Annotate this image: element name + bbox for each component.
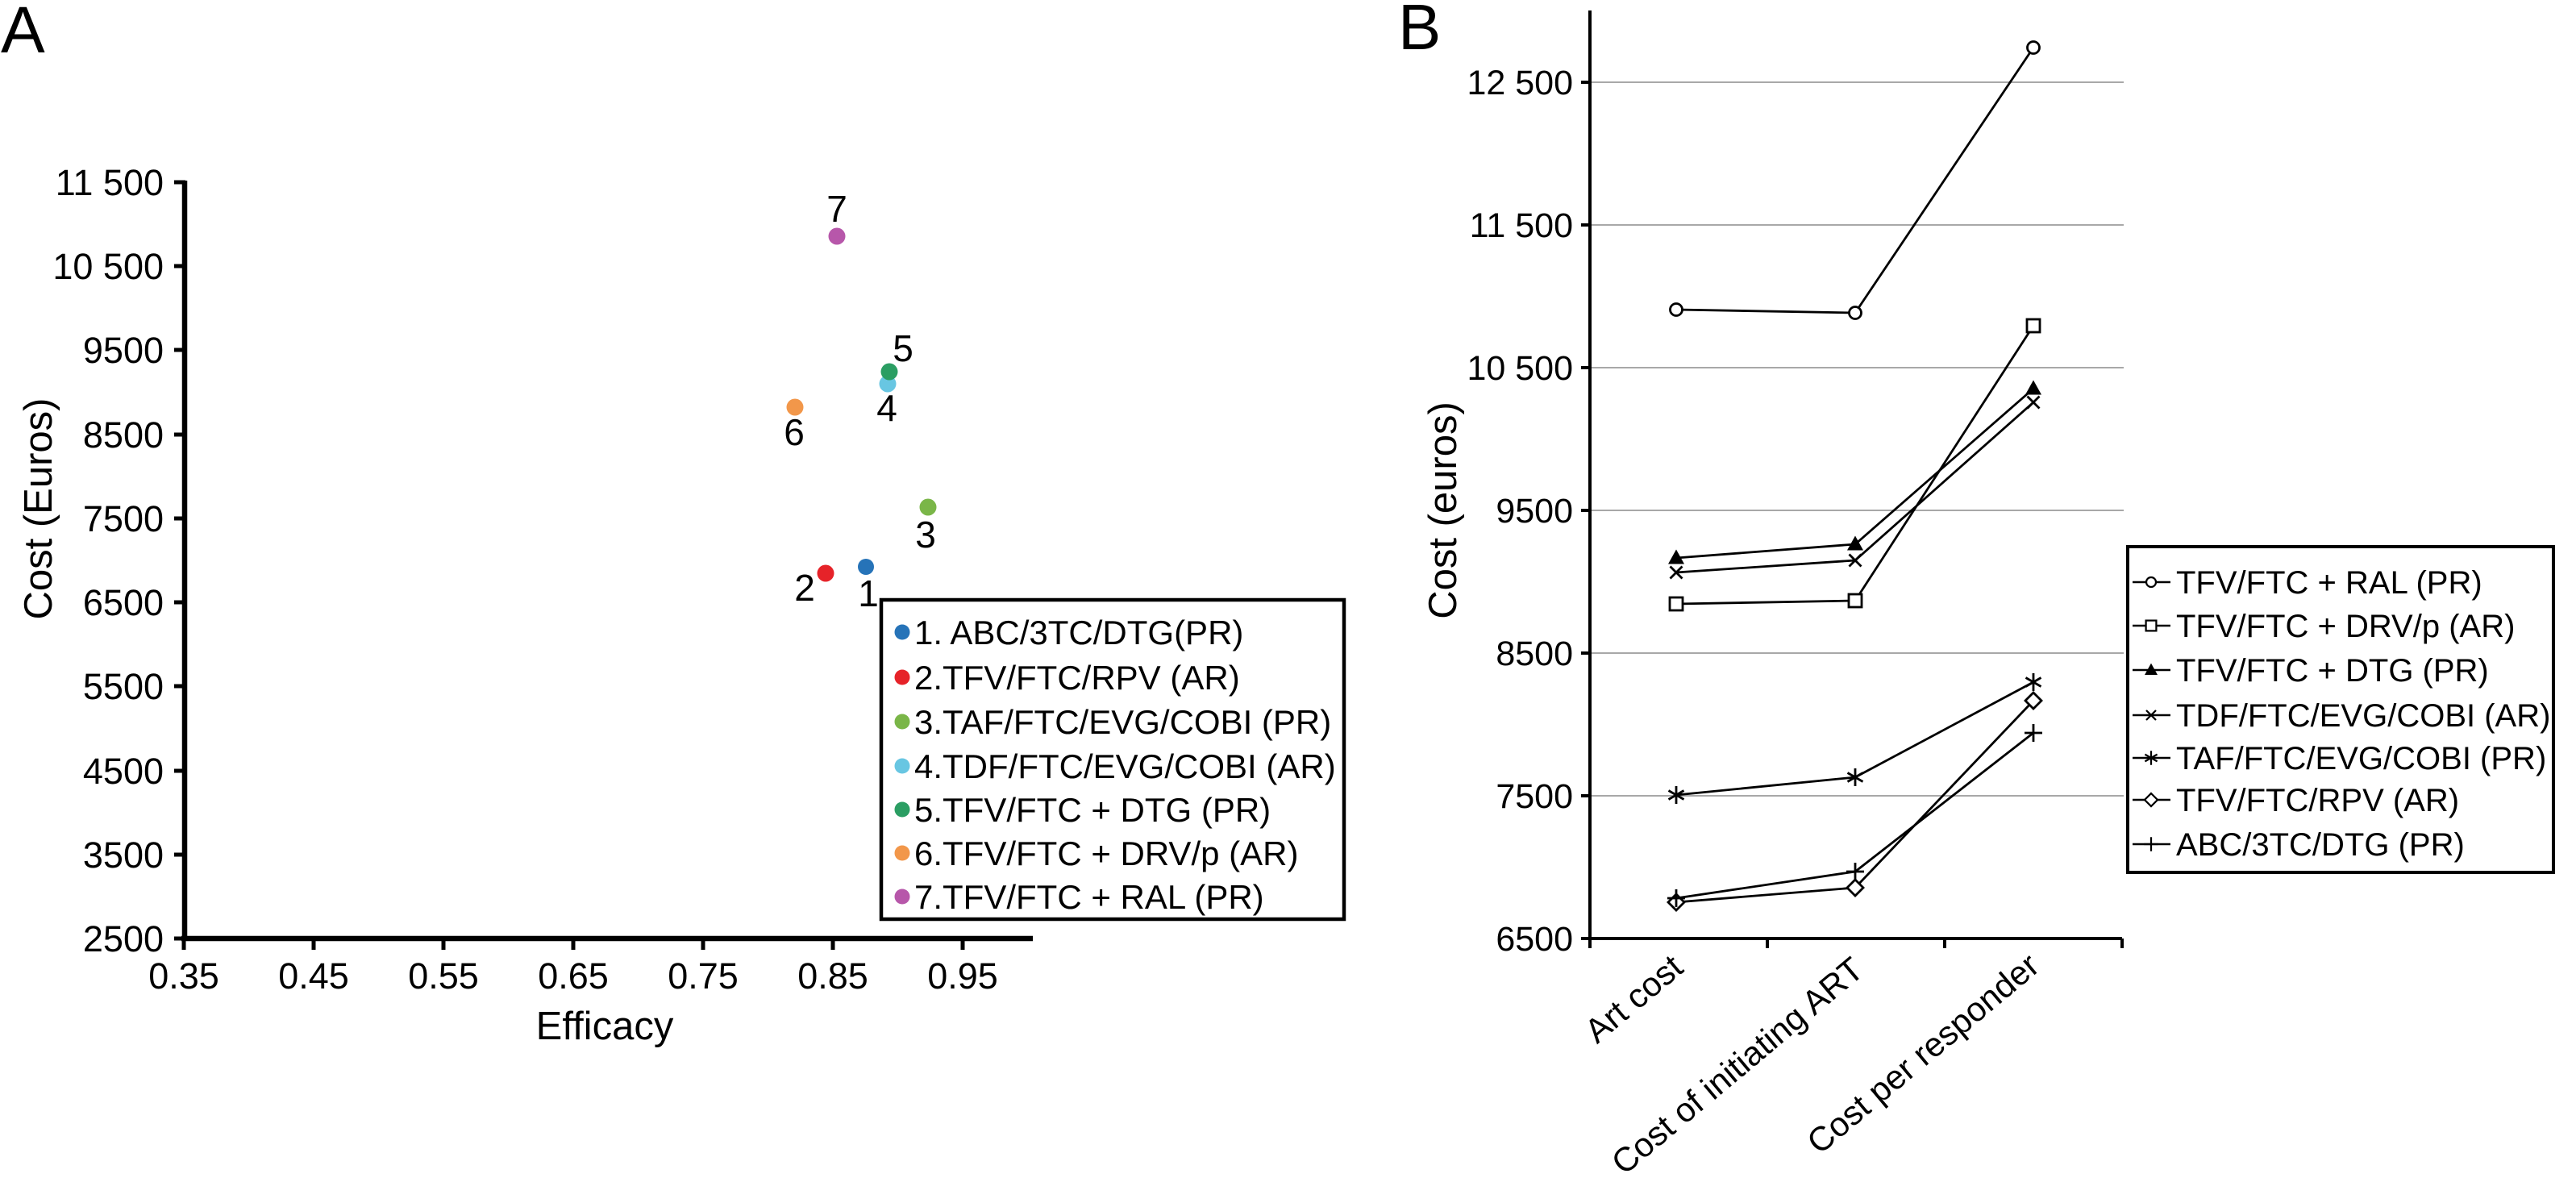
svg-text:3500: 3500: [83, 834, 164, 876]
svg-text:ABC/3TC/DTG (PR): ABC/3TC/DTG (PR): [2176, 827, 2465, 863]
svg-text:TFV/FTC + DRV/p (AR): TFV/FTC + DRV/p (AR): [2176, 609, 2515, 644]
svg-text:12 500: 12 500: [1467, 64, 1573, 102]
svg-text:7.TFV/FTC + RAL (PR): 7.TFV/FTC + RAL (PR): [914, 878, 1264, 916]
svg-text:0.95: 0.95: [927, 955, 998, 997]
svg-text:6500: 6500: [83, 582, 164, 623]
svg-text:0.85: 0.85: [797, 955, 868, 997]
svg-text:0.55: 0.55: [408, 955, 479, 997]
svg-text:6: 6: [784, 411, 805, 453]
svg-text:10 500: 10 500: [52, 246, 164, 287]
svg-text:6.TFV/FTC + DRV/p (AR): 6.TFV/FTC + DRV/p (AR): [914, 834, 1298, 872]
svg-text:6500: 6500: [1496, 920, 1573, 959]
svg-text:4: 4: [876, 387, 897, 429]
svg-text:TFV/FTC/RPV (AR): TFV/FTC/RPV (AR): [2176, 783, 2459, 818]
svg-text:11 500: 11 500: [56, 162, 164, 203]
svg-text:0.45: 0.45: [278, 955, 349, 997]
svg-text:A: A: [1, 0, 45, 67]
svg-text:3: 3: [915, 514, 936, 556]
svg-text:10 500: 10 500: [1467, 349, 1573, 388]
svg-text:0.35: 0.35: [148, 955, 219, 997]
svg-text:Cost (Euros): Cost (Euros): [17, 397, 60, 619]
svg-text:TDF/FTC/EVG/COBI (AR): TDF/FTC/EVG/COBI (AR): [2176, 698, 2550, 734]
svg-text:Cost (euros): Cost (euros): [1421, 402, 1465, 619]
svg-text:7: 7: [826, 188, 847, 230]
svg-text:0.75: 0.75: [668, 955, 739, 997]
svg-text:2500: 2500: [83, 918, 164, 959]
svg-text:TFV/FTC + RAL (PR): TFV/FTC + RAL (PR): [2176, 565, 2482, 601]
svg-text:5.TFV/FTC + DTG (PR): 5.TFV/FTC + DTG (PR): [914, 791, 1271, 829]
svg-text:1. ABC/3TC/DTG(PR): 1. ABC/3TC/DTG(PR): [914, 614, 1243, 651]
svg-text:1: 1: [858, 572, 879, 614]
svg-text:8500: 8500: [1496, 635, 1573, 673]
svg-text:0.65: 0.65: [538, 955, 609, 997]
svg-text:4.TDF/FTC/EVG/COBI (AR): 4.TDF/FTC/EVG/COBI (AR): [914, 747, 1336, 785]
svg-text:7500: 7500: [1496, 777, 1573, 816]
svg-text:Efficacy: Efficacy: [536, 1005, 674, 1048]
svg-text:TFV/FTC + DTG (PR): TFV/FTC + DTG (PR): [2176, 653, 2489, 689]
svg-text:4500: 4500: [83, 751, 164, 792]
svg-text:9500: 9500: [1496, 492, 1573, 531]
svg-text:11 500: 11 500: [1470, 206, 1573, 245]
svg-text:7500: 7500: [83, 498, 164, 539]
svg-text:3.TAF/FTC/EVG/COBI (PR): 3.TAF/FTC/EVG/COBI (PR): [914, 703, 1331, 741]
svg-text:8500: 8500: [83, 414, 164, 456]
svg-text:2: 2: [794, 567, 815, 609]
svg-text:TAF/FTC/EVG/COBI (PR): TAF/FTC/EVG/COBI (PR): [2176, 741, 2546, 776]
svg-text:5500: 5500: [83, 666, 164, 707]
svg-text:B: B: [1398, 0, 1441, 63]
svg-text:5: 5: [893, 327, 913, 369]
svg-text:2.TFV/FTC/RPV (AR): 2.TFV/FTC/RPV (AR): [914, 659, 1240, 697]
svg-text:9500: 9500: [83, 330, 164, 371]
